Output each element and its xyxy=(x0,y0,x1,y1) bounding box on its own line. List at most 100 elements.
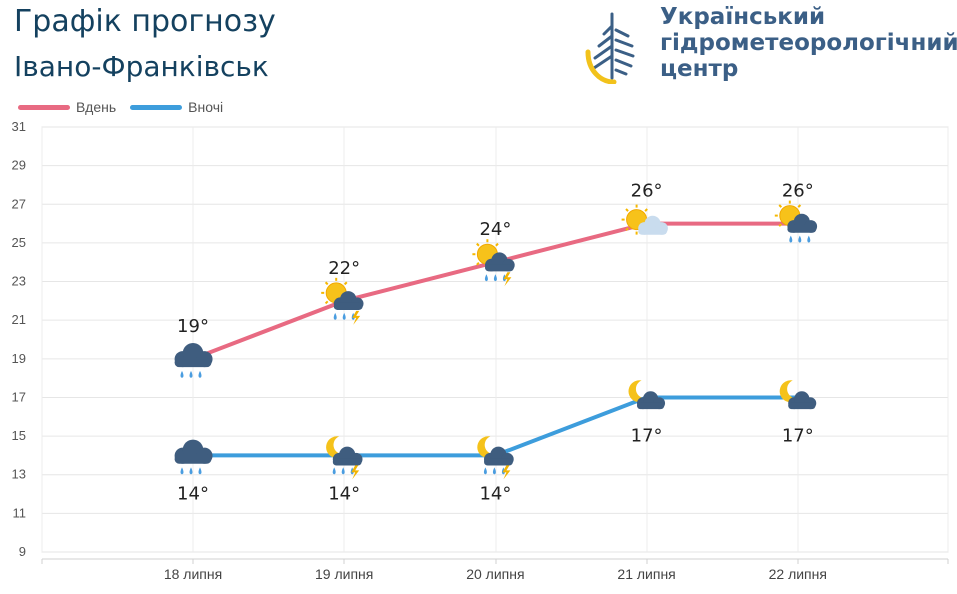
cloud-part xyxy=(174,454,212,464)
chart-title: Графік прогнозу xyxy=(14,4,276,39)
rain-drop xyxy=(198,467,202,475)
lightning-bolt xyxy=(503,272,512,287)
cloud-part xyxy=(637,402,665,410)
sun-ray xyxy=(625,227,629,231)
data-label: 24° xyxy=(479,219,511,240)
chart-legend: Вдень Вночі xyxy=(18,97,237,117)
moon-shape xyxy=(779,380,800,403)
moon-cloud-rain-thunder-icon xyxy=(477,436,514,480)
rain-drop xyxy=(180,370,184,378)
x-tick-label: 22 липня xyxy=(769,566,827,582)
cloud-part xyxy=(174,357,212,368)
cloud-part xyxy=(332,458,362,466)
organization-name: Український гідрометеорологічний центр xyxy=(660,4,957,82)
data-label: 14° xyxy=(328,483,360,504)
x-tick-label: 18 липня xyxy=(164,566,222,582)
lightning-bolt xyxy=(352,310,361,325)
lightning-bolt xyxy=(351,465,360,480)
series-line-night xyxy=(193,395,798,458)
legend-label-night: Вночі xyxy=(188,99,224,115)
rain-drop xyxy=(342,312,346,320)
cloud-part xyxy=(638,227,667,235)
rain-drop xyxy=(789,235,793,243)
hydromet-logo-icon xyxy=(585,12,635,84)
sun-cloud-icon xyxy=(621,204,668,235)
moon-shape xyxy=(326,436,347,459)
x-tick-label: 21 липня xyxy=(617,566,675,582)
sun-ray xyxy=(644,208,648,212)
sun-ray xyxy=(797,204,802,208)
cloud-part xyxy=(788,402,816,410)
sun-ray xyxy=(778,223,783,227)
sun-ray xyxy=(476,242,480,247)
legend-item-night[interactable]: Вночі xyxy=(130,99,223,115)
cloud-part xyxy=(333,302,363,310)
cloud-part xyxy=(787,225,817,233)
rain-drop xyxy=(492,467,496,475)
cloud-part xyxy=(485,264,514,272)
city-name: Івано-Франківськ xyxy=(14,50,269,83)
rain-drop xyxy=(484,274,488,282)
series-line-day xyxy=(192,221,798,361)
y-tick-label: 23 xyxy=(12,274,26,289)
cloud-part xyxy=(484,458,513,466)
rain-drop xyxy=(189,467,193,475)
sun-ray xyxy=(778,204,783,208)
sun-cloud-rain-thunder-icon xyxy=(472,239,515,287)
y-tick-label: 31 xyxy=(12,119,26,134)
y-tick-label: 9 xyxy=(19,544,26,559)
rain-cloud-icon xyxy=(174,343,213,378)
rain-cloud-icon xyxy=(174,439,213,475)
data-label: 14° xyxy=(479,483,511,504)
legend-swatch-day xyxy=(18,104,70,110)
y-tick-label: 21 xyxy=(12,312,26,327)
y-tick-label: 17 xyxy=(12,389,26,404)
org-name-line-2: гідрометеорологічний xyxy=(660,30,957,56)
sun-ray xyxy=(324,300,329,305)
lightning-bolt xyxy=(502,465,511,480)
data-label: 22° xyxy=(328,258,360,279)
data-label: 17° xyxy=(782,425,814,446)
rain-drop xyxy=(333,312,337,320)
sun-ray xyxy=(324,281,329,286)
data-label: 14° xyxy=(177,483,209,504)
y-tick-label: 25 xyxy=(12,235,26,250)
y-tick-label: 19 xyxy=(12,351,26,366)
data-label: 26° xyxy=(782,181,814,202)
rain-drop xyxy=(341,467,345,475)
org-name-line-1: Український xyxy=(660,4,826,30)
y-tick-label: 27 xyxy=(12,196,26,211)
data-label: 26° xyxy=(631,181,663,202)
moon-cloud-rain-thunder-icon xyxy=(326,436,363,480)
y-tick-label: 29 xyxy=(12,158,26,173)
data-label: 17° xyxy=(631,425,663,446)
moon-shape xyxy=(628,380,649,403)
org-name-line-3: центр xyxy=(660,56,739,82)
sun-ray xyxy=(495,242,499,247)
rain-drop xyxy=(198,370,202,378)
sun-ray xyxy=(625,208,629,212)
rain-drop xyxy=(332,467,336,475)
rain-drop xyxy=(798,235,802,243)
sun-cloud-rain-icon xyxy=(774,200,818,243)
legend-label-day: Вдень xyxy=(76,99,117,115)
y-tick-label: 15 xyxy=(12,428,26,443)
data-label: 19° xyxy=(177,316,209,337)
rain-drop xyxy=(189,370,193,378)
moon-shape xyxy=(477,436,498,459)
rain-drop xyxy=(180,467,184,475)
sun-ray xyxy=(476,262,480,266)
moon-cloud-icon xyxy=(628,380,666,410)
y-tick-label: 13 xyxy=(12,467,26,482)
rain-drop xyxy=(807,235,811,243)
x-tick-label: 19 липня xyxy=(315,566,373,582)
sun-ray xyxy=(343,281,348,286)
x-tick-label: 20 липня xyxy=(466,566,524,582)
moon-cloud-icon xyxy=(779,380,817,410)
rain-drop xyxy=(493,274,497,282)
rain-drop xyxy=(483,467,487,475)
legend-item-day[interactable]: Вдень xyxy=(18,99,116,115)
y-tick-label: 11 xyxy=(13,505,27,520)
sun-cloud-rain-thunder-icon xyxy=(321,277,364,325)
